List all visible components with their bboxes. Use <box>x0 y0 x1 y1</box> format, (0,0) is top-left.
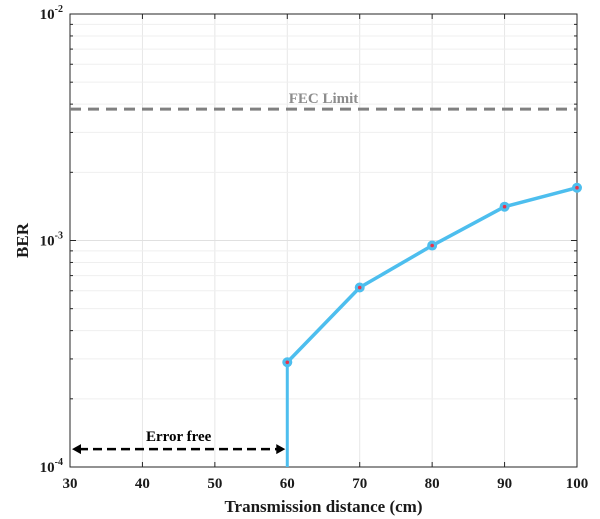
error-free-label: Error free <box>146 429 212 445</box>
fec-limit-label: FEC Limit <box>289 91 359 107</box>
x-axis-label: Transmission distance (cm) <box>224 497 422 516</box>
data-point-center <box>285 360 290 365</box>
error-free-arrow <box>72 444 286 455</box>
axis-ticks <box>69 13 578 468</box>
y-tick-label: 10-3 <box>40 231 63 250</box>
grid <box>69 13 578 468</box>
x-tick-label: 30 <box>63 476 78 492</box>
data-point-center <box>430 243 434 248</box>
x-tick-label: 50 <box>207 476 222 492</box>
data-point-center <box>575 185 579 190</box>
y-tick-labels: 10-2 10-3 10-4 <box>40 4 63 476</box>
data-point-center <box>357 285 362 290</box>
x-tick-label: 90 <box>497 476 512 492</box>
y-tick-label: 10-2 <box>40 4 63 23</box>
y-tick-label: 10-4 <box>40 457 63 476</box>
arrow-head-left <box>72 444 81 455</box>
x-tick-label: 40 <box>135 476 150 492</box>
x-tick-label: 60 <box>280 476 295 492</box>
data-point-center <box>502 204 507 209</box>
x-tick-label: 80 <box>425 476 440 492</box>
arrow-head-right <box>276 444 286 455</box>
y-axis-label: BER <box>13 222 32 258</box>
series-ber <box>282 182 582 467</box>
x-tick-label: 100 <box>566 476 589 492</box>
x-tick-label: 70 <box>352 476 367 492</box>
x-tick-labels: 30 40 50 60 70 80 90 100 <box>63 476 589 492</box>
